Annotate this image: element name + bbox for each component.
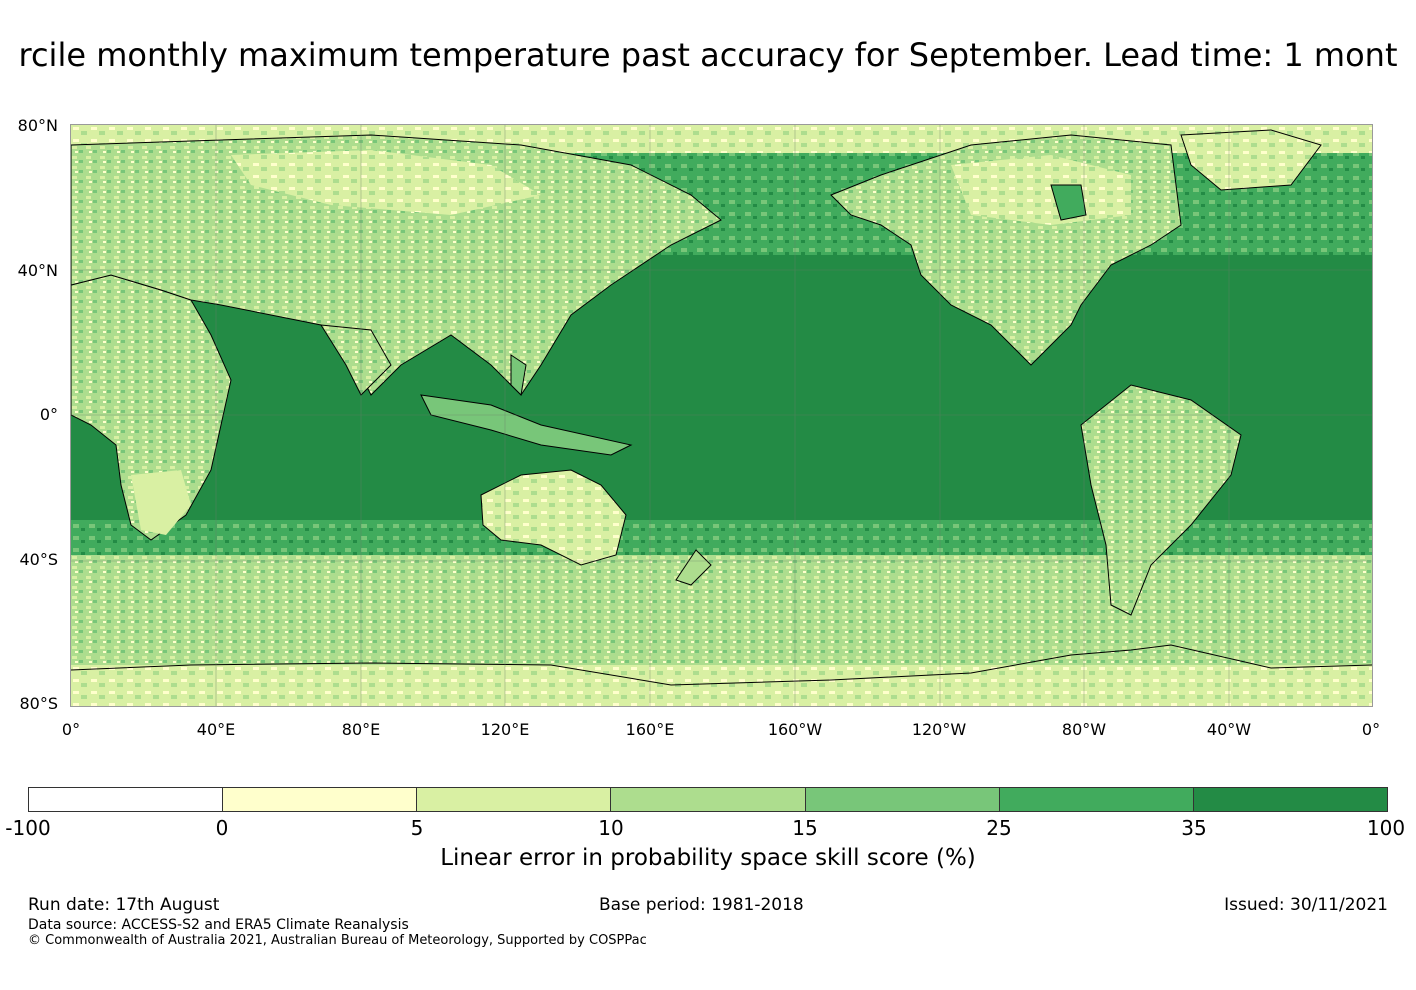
lat-label-0: 0°: [39, 405, 58, 424]
colorbar-seg-2: [417, 788, 612, 811]
colorbar-seg-3: [611, 788, 806, 811]
indonesia-islands: [420, 394, 633, 456]
copyright: © Commonwealth of Australia 2021, Austra…: [28, 933, 647, 948]
new-zealand: [675, 549, 712, 586]
siberia-pale: [231, 150, 541, 215]
lon-label-160e: 160°E: [625, 720, 675, 739]
antarctic-band: [71, 665, 1372, 706]
lon-label-80w: 80°W: [1061, 720, 1107, 739]
colorbar-tick: 0: [215, 816, 229, 840]
eurasia-landmass: [71, 134, 722, 396]
colorbar-tick: 100: [1366, 816, 1406, 840]
lon-label-0-left: 0°: [61, 720, 81, 739]
base-period: Base period: 1981-2018: [599, 895, 804, 915]
lat-label-40n: 40°N: [17, 261, 58, 280]
lon-label-0-right: 0°: [1361, 720, 1381, 739]
colorbar-seg-5: [999, 788, 1194, 811]
antarctica-coast: [71, 644, 1372, 686]
greenland: [1180, 129, 1322, 191]
lat-label-80s: 80°S: [19, 694, 58, 713]
south-band-2: [71, 555, 1372, 665]
lat-label-40s: 40°S: [19, 550, 58, 569]
colorbar-tick: 25: [986, 816, 1012, 840]
lon-label-40w: 40°W: [1206, 720, 1252, 739]
colorbar-tick: 35: [1181, 816, 1207, 840]
map-svg: [71, 125, 1372, 706]
hudson-bay: [1050, 184, 1087, 221]
data-source: Data source: ACCESS-S2 and ERA5 Climate …: [28, 917, 409, 933]
canada-pale: [951, 155, 1131, 225]
run-date: Run date: 17th August: [28, 895, 220, 915]
graticule: [71, 125, 1372, 706]
colorbar-seg-4: [805, 788, 1000, 811]
lon-label-120w: 120°W: [911, 720, 967, 739]
lon-label-120e: 120°E: [480, 720, 530, 739]
india-landmass: [320, 324, 392, 396]
colorbar-tick: 15: [792, 816, 818, 840]
colorbar-seg-0: [29, 788, 224, 811]
colorbar: [28, 787, 1388, 812]
lat-label-80n: 80°N: [17, 116, 58, 135]
lon-label-40e: 40°E: [196, 720, 236, 739]
issued-date: Issued: 30/11/2021: [1224, 895, 1388, 915]
lon-label-160w: 160°W: [767, 720, 823, 739]
colorbar-tick: 5: [410, 816, 424, 840]
south-america-landmass: [1080, 384, 1242, 616]
map-title: rcile monthly maximum temperature past a…: [18, 36, 1398, 74]
colorbar-tick: 10: [598, 816, 624, 840]
south-africa-region: [131, 470, 191, 535]
colorbar-label: Linear error in probability space skill …: [440, 845, 976, 871]
skill-score-map: [70, 124, 1373, 707]
australia-landmass: [480, 469, 627, 566]
lon-label-80e: 80°E: [341, 720, 381, 739]
colorbar-tick: -100: [5, 816, 51, 840]
colorbar-seg-1: [223, 788, 418, 811]
colorbar-seg-6: [1193, 788, 1387, 811]
philippines: [510, 354, 527, 397]
